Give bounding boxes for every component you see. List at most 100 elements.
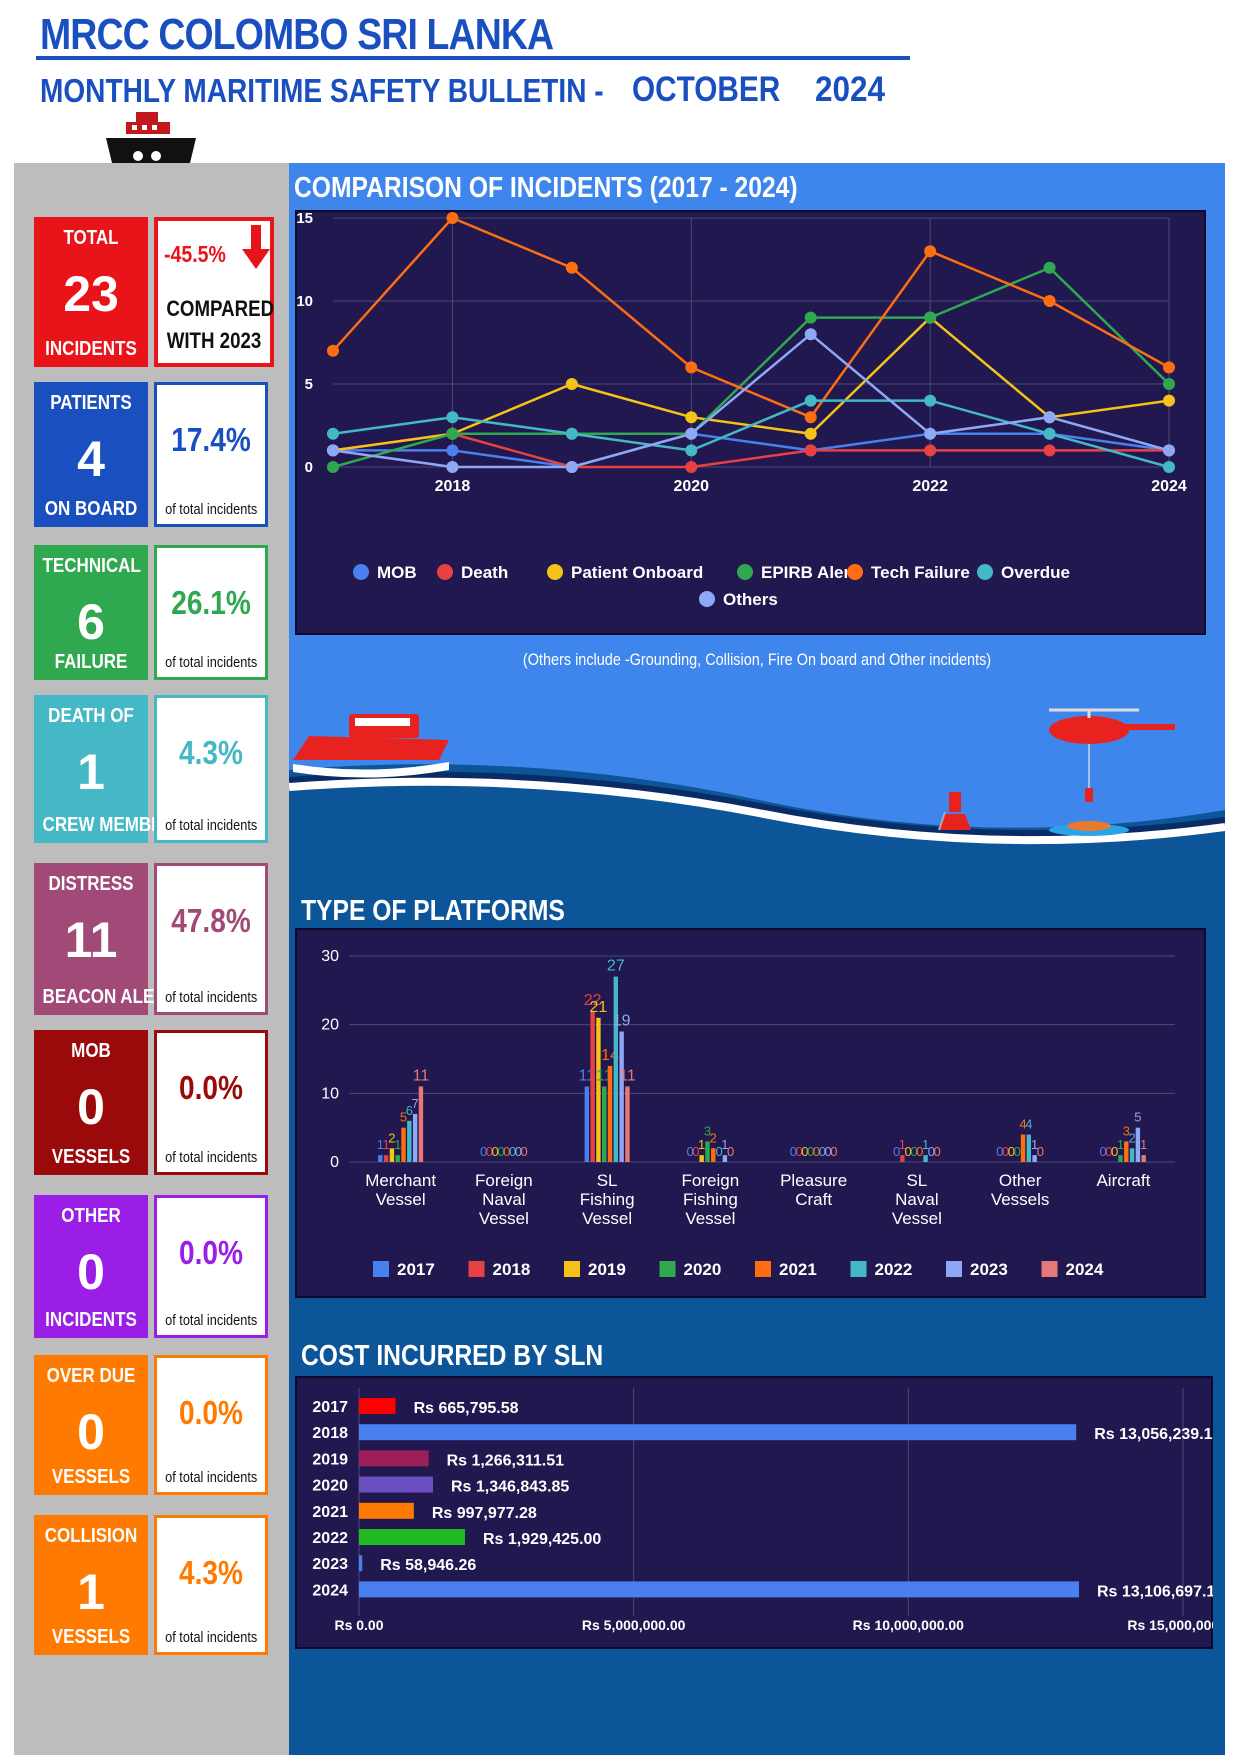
bar <box>378 1155 383 1162</box>
category-label: Fishing <box>683 1190 738 1209</box>
bar-value-label: 0 <box>801 1144 808 1159</box>
incidents-chart-panel <box>295 210 1206 635</box>
bar <box>395 1155 400 1162</box>
data-point <box>1043 444 1056 457</box>
bar <box>1032 1155 1037 1162</box>
category-label: Pleasure <box>780 1171 847 1190</box>
category-label: Other <box>999 1171 1042 1190</box>
bar <box>359 1529 465 1545</box>
bar <box>359 1398 396 1414</box>
stat-percent: 47.8% <box>171 902 251 939</box>
stat-percent: 4.3% <box>179 1554 243 1591</box>
bar <box>1118 1155 1123 1162</box>
stat-percent: 0.0% <box>179 1069 243 1106</box>
data-point <box>446 461 459 473</box>
bar <box>619 1031 624 1162</box>
category-label: Vessel <box>582 1209 632 1228</box>
stat-label-bottom: FAILURE <box>54 651 128 673</box>
data-point <box>1163 378 1175 390</box>
bar <box>584 1086 590 1162</box>
bar <box>607 1065 613 1162</box>
legend-marker <box>1041 1261 1058 1277</box>
legend-label: MOB <box>377 563 417 582</box>
bar-value-label: 5 <box>400 1110 407 1125</box>
series-line <box>332 266 1170 469</box>
data-point <box>685 444 698 457</box>
total-value: 23 <box>63 266 119 322</box>
stat-percent: 4.3% <box>179 734 243 771</box>
data-point <box>804 311 817 324</box>
category-label: 2020 <box>312 1478 348 1495</box>
stat-value: 0 <box>77 1079 105 1135</box>
stat-label-bottom: ON BOARD <box>44 498 138 520</box>
bar-value-label: Rs 1,929,425.00 <box>483 1531 601 1548</box>
legend-label: Others <box>723 590 778 609</box>
stat-card: COLLISION 1 VESSELS <box>34 1515 148 1655</box>
category-label: Aircraft <box>1096 1171 1150 1190</box>
total-incidents-card: TOTAL 23 INCIDENTS <box>34 217 148 367</box>
bar <box>625 1086 630 1162</box>
bar-value-label: 0 <box>1008 1144 1015 1159</box>
bar-value-label: 27 <box>607 958 625 975</box>
stat-card: TECHNICAL 6 FAILURE <box>34 545 148 680</box>
bar-value-label: Rs 13,056,239.16 <box>1094 1426 1213 1443</box>
series-line <box>332 332 1170 469</box>
bar-value-label: 3 <box>704 1123 711 1138</box>
legend-label: 2022 <box>875 1260 913 1279</box>
total-label-top: TOTAL <box>63 227 119 249</box>
bar-value-label: Rs 665,795.58 <box>414 1400 519 1417</box>
stat-value: 1 <box>77 1564 105 1620</box>
header-rule <box>36 56 910 60</box>
bar-value-label: 1 <box>698 1137 705 1152</box>
platforms-chart-title: TYPE OF PLATFORMS <box>301 895 565 927</box>
header-month: OCTOBER <box>632 70 781 109</box>
bar <box>1020 1134 1026 1162</box>
legend-label: 2019 <box>588 1260 626 1279</box>
category-label: SL <box>906 1171 927 1190</box>
bar-value-label: 0 <box>928 1144 935 1159</box>
legend-label: 2023 <box>970 1260 1008 1279</box>
category-label: 2021 <box>312 1504 348 1521</box>
bar-value-label: 0 <box>715 1144 722 1159</box>
bar <box>1129 1148 1135 1162</box>
bar <box>900 1155 905 1162</box>
bar-value-label: 2 <box>388 1130 395 1145</box>
bar-value-label: 1 <box>1031 1137 1038 1152</box>
bar-value-label: 1 <box>899 1137 906 1152</box>
stat-label-top: PATIENTS <box>50 392 132 414</box>
bar-value-label: 0 <box>807 1144 814 1159</box>
bar-value-label: 0 <box>1037 1144 1044 1159</box>
bar-value-label: 7 <box>412 1096 419 1111</box>
category-label: SL <box>597 1171 618 1190</box>
stat-percent-card: 0.0% of total incidents <box>154 1355 268 1495</box>
stat-percent-card: 47.8% of total incidents <box>154 863 268 1015</box>
stat-percent-card: 0.0% of total incidents <box>154 1195 268 1338</box>
stat-card: DEATH OF 1 CREW MEMBER <box>34 695 175 843</box>
bar-value-label: 0 <box>686 1144 693 1159</box>
legend-label: 2020 <box>684 1260 722 1279</box>
bar <box>412 1113 418 1162</box>
x-tick-label: 2018 <box>435 478 471 495</box>
legend-marker <box>946 1261 962 1277</box>
stat-caption: of total incidents <box>165 501 258 518</box>
platforms-bar-chart: 0102030MerchantVessel112156711ForeignNav… <box>321 948 1175 1279</box>
bar-value-label: 0 <box>1105 1144 1112 1159</box>
legend-marker <box>850 1261 867 1277</box>
data-point <box>804 427 817 440</box>
stat-percent-card: 4.3% of total incidents <box>154 695 268 843</box>
bar <box>359 1502 414 1519</box>
data-point <box>565 261 578 274</box>
bar-value-label: 3 <box>1123 1123 1130 1138</box>
legend-marker <box>699 591 715 607</box>
bar-value-label: 11 <box>619 1067 636 1084</box>
legend-marker <box>373 1261 389 1277</box>
bar-value-label: 0 <box>905 1144 912 1159</box>
series-line <box>333 432 1170 469</box>
stat-label-top: DISTRESS <box>48 873 134 895</box>
stat-caption: of total incidents <box>165 1312 258 1329</box>
stat-percent: 17.4% <box>171 421 251 458</box>
data-point <box>924 311 937 324</box>
x-tick-label: 2024 <box>1151 478 1187 495</box>
x-tick-label: Rs 5,000,000.00 <box>582 1617 686 1633</box>
x-tick-label: Rs 15,000,000.00 <box>1127 1617 1213 1633</box>
